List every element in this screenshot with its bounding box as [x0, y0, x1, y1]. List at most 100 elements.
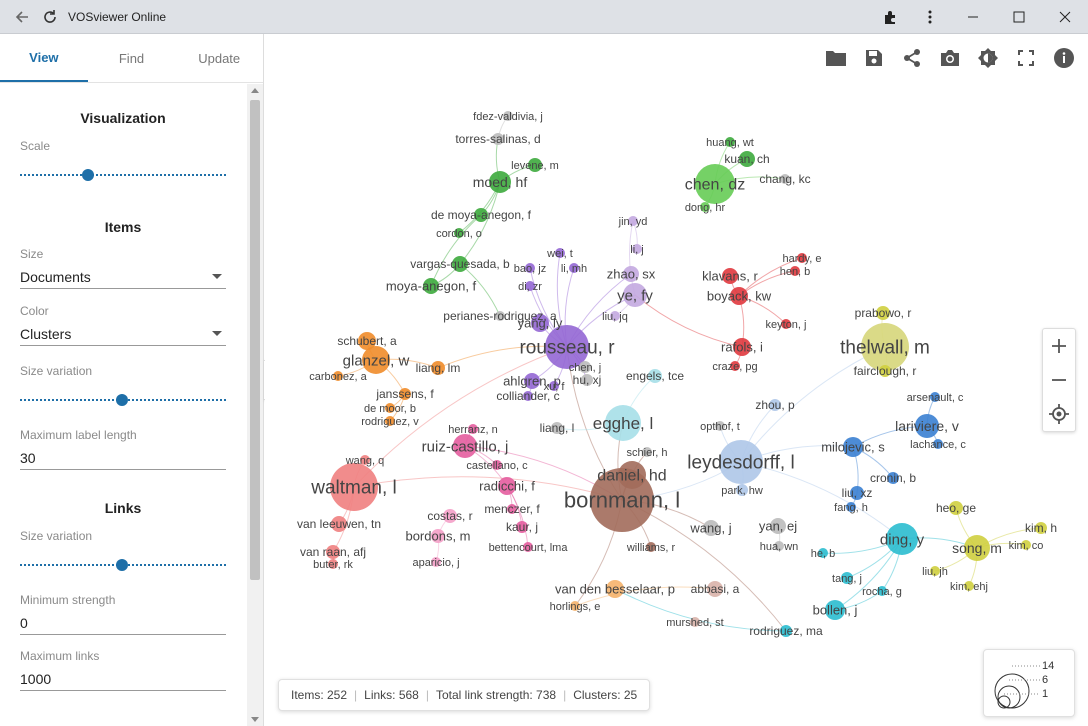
network-node-label[interactable]: he, b: [811, 548, 835, 560]
network-node[interactable]: [423, 278, 439, 294]
network-node[interactable]: [326, 545, 340, 559]
network-node[interactable]: [725, 137, 735, 147]
network-node[interactable]: [739, 151, 755, 167]
network-node[interactable]: [825, 600, 845, 620]
network-node-label[interactable]: buter, rk: [313, 559, 353, 571]
network-node[interactable]: [915, 414, 939, 438]
network-node-label[interactable]: levene, m: [511, 160, 559, 172]
network-node[interactable]: [452, 256, 468, 272]
extensions-icon[interactable]: [870, 0, 910, 34]
network-node[interactable]: [516, 521, 528, 533]
scale-slider[interactable]: [20, 167, 226, 183]
network-node-label[interactable]: chen, dz: [685, 177, 745, 194]
network-node[interactable]: [360, 455, 370, 465]
network-node-label[interactable]: ahlgren, p: [503, 374, 561, 389]
max-label-length-input[interactable]: 30: [20, 446, 226, 470]
network-node-label[interactable]: heo, ge: [936, 501, 976, 515]
network-node[interactable]: [1035, 522, 1047, 534]
more-menu-icon[interactable]: [910, 0, 950, 34]
network-node-label[interactable]: kim, ehj: [950, 581, 988, 593]
network-node-label[interactable]: wang, q: [345, 455, 385, 467]
network-node-label[interactable]: moya-anegon, f: [386, 279, 477, 294]
scroll-up-icon[interactable]: [251, 87, 259, 93]
network-node[interactable]: [333, 371, 343, 381]
network-node-label[interactable]: williams, r: [626, 542, 676, 554]
network-node-label[interactable]: cordon, o: [436, 228, 482, 240]
network-node[interactable]: [623, 266, 639, 282]
network-node-label[interactable]: daniel, hd: [597, 468, 666, 485]
network-node[interactable]: [700, 202, 710, 212]
network-node-label[interactable]: chang, kc: [759, 172, 810, 186]
network-visualization[interactable]: fdez-valdivia, j torres-salinas, d levene,…: [265, 34, 1088, 726]
network-node-label[interactable]: hen, b: [780, 266, 811, 278]
network-node[interactable]: [780, 625, 792, 637]
network-node[interactable]: [632, 244, 642, 254]
network-node[interactable]: [733, 338, 751, 356]
network-node[interactable]: [730, 287, 748, 305]
network-node[interactable]: [610, 311, 620, 321]
network-node[interactable]: [454, 228, 464, 238]
network-node[interactable]: [930, 392, 940, 402]
network-node-label[interactable]: zhao, sx: [607, 267, 656, 282]
network-node-label[interactable]: schubert, a: [337, 334, 397, 348]
item-size-variation-slider[interactable]: [20, 392, 226, 408]
network-node[interactable]: [797, 253, 807, 263]
network-node[interactable]: [569, 263, 579, 273]
network-node-label[interactable]: liang, lm: [416, 361, 461, 375]
network-node-label[interactable]: yang, ly: [518, 316, 563, 331]
network-node[interactable]: [850, 486, 864, 500]
network-node-label[interactable]: arsenault, c: [907, 392, 964, 404]
close-icon[interactable]: [1042, 0, 1088, 34]
network-node-label[interactable]: kaur, j: [506, 520, 538, 534]
network-node[interactable]: [545, 325, 589, 369]
network-node[interactable]: [358, 332, 376, 350]
network-node[interactable]: [648, 369, 662, 383]
network-node-label[interactable]: liang, l: [540, 421, 575, 435]
network-node-label[interactable]: bordons, m: [405, 529, 470, 544]
network-node[interactable]: [474, 208, 488, 222]
network-node-label[interactable]: vargas-quesada, b: [410, 257, 510, 271]
network-node[interactable]: [328, 559, 338, 569]
network-node[interactable]: [623, 283, 647, 307]
color-select[interactable]: Clusters: [20, 322, 226, 346]
open-folder-icon[interactable]: [822, 46, 850, 70]
network-node[interactable]: [606, 580, 624, 598]
network-node-label[interactable]: van den besselaar, p: [555, 582, 675, 597]
network-node-label[interactable]: menczer, f: [484, 502, 540, 516]
network-node-label[interactable]: thelwall, m: [840, 338, 930, 359]
network-node[interactable]: [503, 111, 513, 121]
max-links-input[interactable]: 1000: [20, 667, 226, 691]
network-node[interactable]: [964, 535, 990, 561]
network-node[interactable]: [489, 171, 511, 193]
back-icon[interactable]: [8, 3, 36, 31]
screenshot-camera-icon[interactable]: [936, 46, 964, 70]
network-node-label[interactable]: rafols, i: [721, 340, 763, 355]
network-node[interactable]: [861, 323, 909, 371]
network-node[interactable]: [930, 566, 940, 576]
network-node[interactable]: [492, 460, 502, 470]
network-node[interactable]: [841, 572, 853, 584]
network-node-label[interactable]: moed, hf: [473, 174, 528, 190]
network-node[interactable]: [780, 174, 790, 184]
network-node-label[interactable]: horlings, e: [550, 601, 601, 613]
network-node-label[interactable]: li, mh: [561, 263, 587, 275]
network-node[interactable]: [964, 581, 974, 591]
network-node-label[interactable]: hu, xj: [573, 373, 602, 387]
network-node[interactable]: [790, 266, 800, 276]
network-node-label[interactable]: cronin, b: [870, 471, 916, 485]
network-node[interactable]: [695, 164, 735, 204]
tab-view[interactable]: View: [0, 34, 88, 82]
network-node[interactable]: [385, 416, 395, 426]
save-icon[interactable]: [860, 46, 888, 70]
network-node-label[interactable]: zhou, p: [755, 398, 795, 412]
network-node[interactable]: [876, 306, 890, 320]
maximize-icon[interactable]: [996, 0, 1042, 34]
network-node-label[interactable]: leydesdorff, l: [687, 453, 794, 474]
network-node[interactable]: [525, 281, 535, 291]
network-node-label[interactable]: aparicio, j: [412, 557, 459, 569]
network-node[interactable]: [646, 542, 656, 552]
network-node[interactable]: [331, 516, 347, 532]
network-node[interactable]: [431, 361, 445, 375]
network-node-label[interactable]: fairclough, r: [854, 364, 917, 378]
zoom-in-button[interactable]: [1043, 329, 1075, 363]
